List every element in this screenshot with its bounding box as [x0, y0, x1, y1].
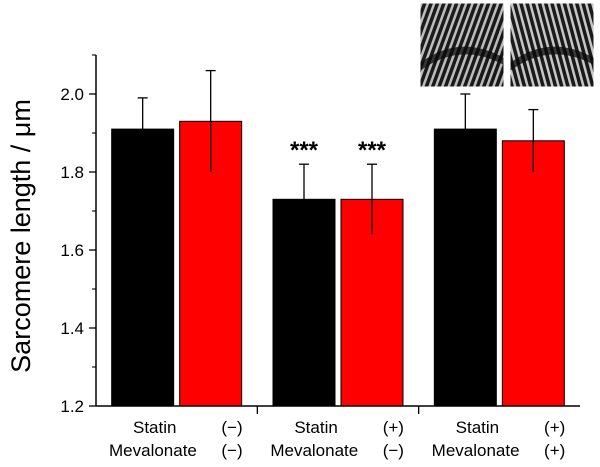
category-state-label: (−) [221, 441, 242, 460]
category-factor-label: Statin [456, 418, 499, 437]
bar [111, 128, 175, 407]
bar [433, 128, 497, 407]
significance-marker: *** [358, 137, 387, 164]
category-state-label: (+) [544, 418, 565, 437]
striated-micrograph-icon [419, 2, 505, 88]
error-bars-layer [137, 69, 539, 235]
significance-layer: *** *** [290, 137, 387, 164]
category-labels-layer: Statin (−) Mevalonate (−) Statin (+) Mevalonat… [109, 418, 565, 460]
y-tick-label: 1.2 [60, 397, 84, 416]
y-tick-label: 1.4 [60, 319, 84, 338]
category-state-label: (−) [221, 418, 242, 437]
category-factor-label: Mevalonate [109, 441, 197, 460]
category-factor-label: Statin [294, 418, 337, 437]
y-tick-label: 2.0 [60, 85, 84, 104]
axes-layer [95, 55, 580, 414]
y-axis-label: Sarcomere length / μm [6, 99, 36, 373]
category-factor-label: Mevalonate [270, 441, 358, 460]
category-state-label: (−) [383, 441, 404, 460]
y-tick-label: 1.6 [60, 241, 84, 260]
category-factor-label: Mevalonate [432, 441, 520, 460]
category-factor-label: Statin [133, 418, 176, 437]
y-tick-label: 1.8 [60, 163, 84, 182]
striated-micrograph-icon [509, 2, 595, 88]
category-state-label: (+) [544, 441, 565, 460]
category-state-label: (+) [383, 418, 404, 437]
bar [501, 140, 565, 407]
y-axis-title: Sarcomere length / μm [6, 99, 36, 373]
bars-layer [111, 120, 565, 407]
micrograph-insets [419, 2, 595, 88]
y-ticks-layer: 1.2 1.4 1.6 1.8 2.0 [60, 54, 96, 416]
significance-marker: *** [290, 137, 319, 164]
